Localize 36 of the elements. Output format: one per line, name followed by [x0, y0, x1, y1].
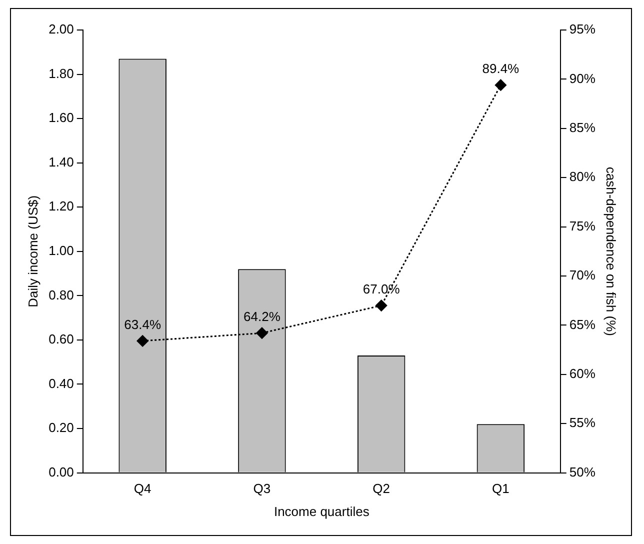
data-label: 63.4% — [124, 317, 162, 332]
y-axis-title: Daily income (US$) — [25, 195, 40, 308]
y2-axis-title: cash-dependence on fish (%) — [604, 166, 619, 336]
data-label: 64.2% — [244, 309, 281, 324]
point — [376, 300, 388, 312]
y-tick-label: 1.00 — [48, 242, 74, 258]
data-label: 89.4% — [482, 61, 520, 76]
y-tick-label: 0.60 — [48, 332, 74, 347]
y2-tick-label: 70% — [569, 268, 596, 283]
data-label: 67.0% — [362, 282, 400, 297]
y2-tick-label: 90% — [569, 70, 596, 86]
y2-tick-label: 80% — [569, 169, 596, 184]
x-tick-label: Q1 — [492, 481, 510, 496]
y2-tick-label: 75% — [569, 218, 596, 234]
point — [256, 327, 268, 339]
y-tick-label: 1.80 — [48, 66, 74, 81]
x-tick-label: Q2 — [372, 481, 390, 496]
y-tick-label: 1.40 — [48, 154, 74, 170]
x-tick-label: Q4 — [134, 481, 152, 496]
y2-tick-label: 65% — [569, 316, 596, 332]
y2-tick-label: 60% — [569, 366, 596, 381]
y-tick-label: 1.60 — [48, 110, 74, 126]
x-tick-label: Q3 — [253, 481, 271, 496]
point — [136, 335, 148, 347]
y-tick-label: 0.40 — [48, 376, 74, 391]
y-tick-label: 1.20 — [48, 198, 74, 214]
point — [494, 79, 506, 91]
y-tick-label: 0.00 — [48, 464, 74, 480]
y2-tick-label: 95% — [569, 22, 596, 37]
y-tick-label: 2.00 — [48, 22, 74, 37]
y2-tick-label: 50% — [569, 464, 596, 480]
y-tick-label: 0.80 — [48, 287, 74, 302]
y2-tick-label: 85% — [569, 120, 596, 135]
y2-tick-label: 55% — [569, 415, 596, 430]
x-axis-title: Income quartiles — [274, 504, 370, 519]
y-tick-label: 0.20 — [48, 420, 74, 436]
